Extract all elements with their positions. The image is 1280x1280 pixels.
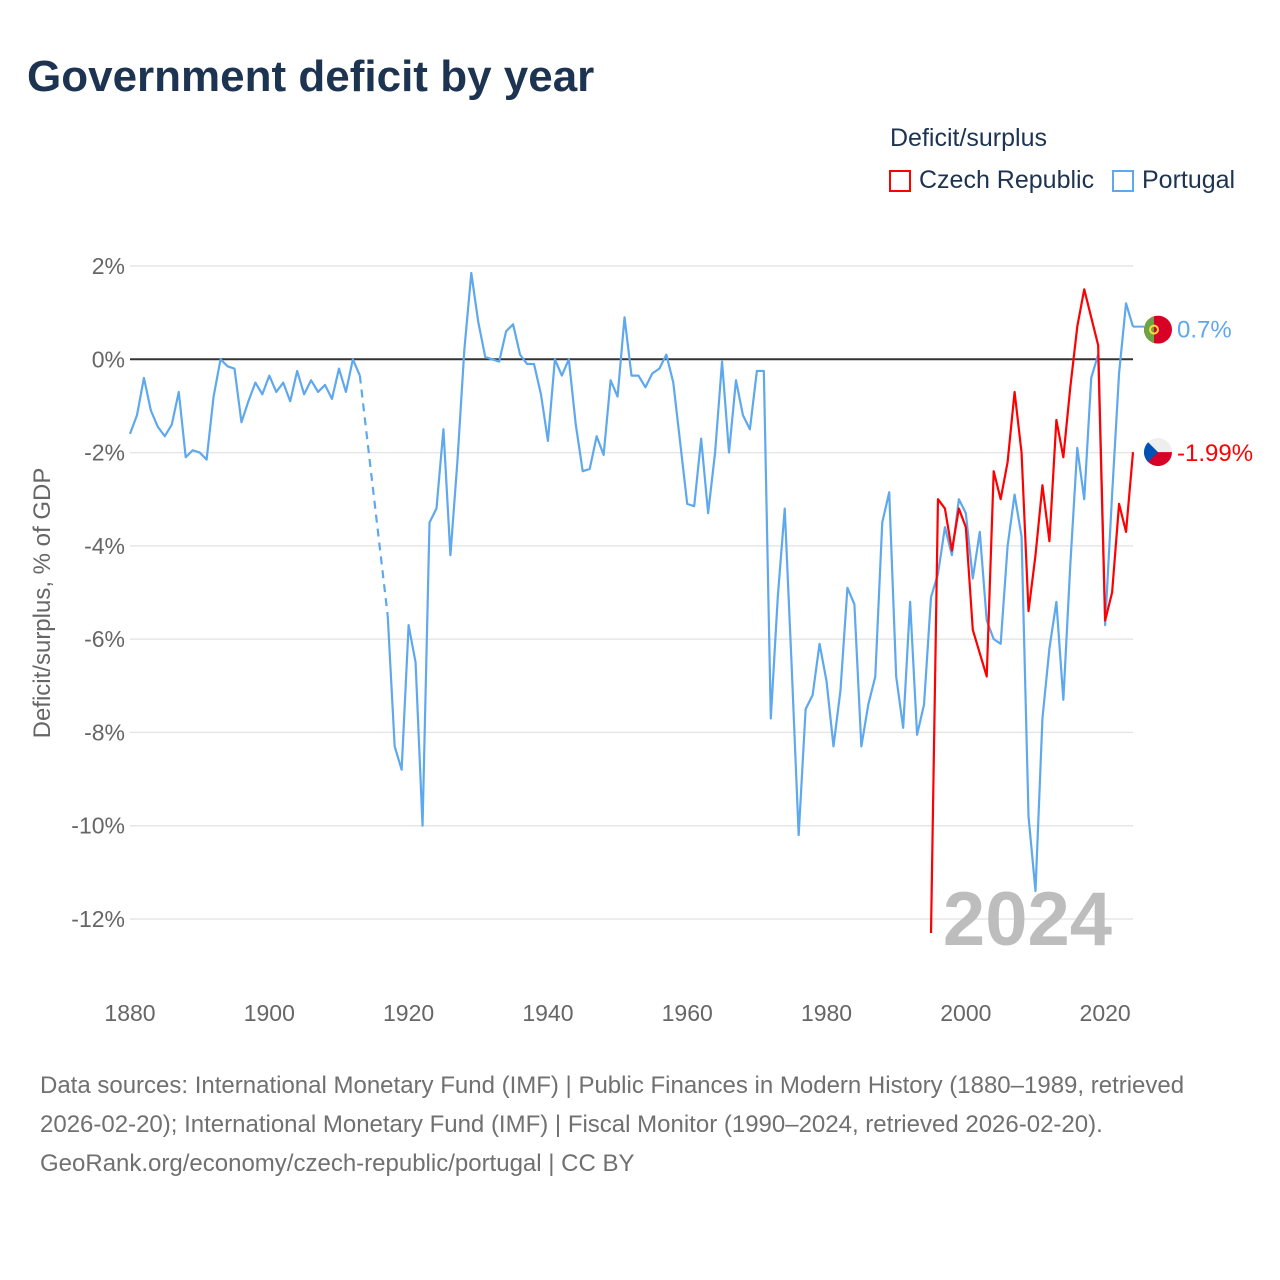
y-tick-label: -4% [84,533,125,559]
y-tick-label: 2% [92,253,125,279]
legend-swatch-portugal [1112,169,1134,192]
y-tick-label: -8% [84,719,125,745]
czech-flag-icon [1144,438,1172,467]
credit-link[interactable]: GeoRank.org/economy/czech-republic/portu… [40,1150,635,1177]
x-tick-label: 2020 [1080,1000,1131,1026]
x-tick-label: 1940 [522,1000,573,1026]
portugal-end-label: 0.7% [1177,317,1232,344]
x-tick-label: 1980 [801,1000,852,1026]
y-tick-label: -10% [71,813,125,839]
legend-title: Deficit/surplus [890,124,1047,152]
data-sources: Data sources: International Monetary Fun… [40,1072,1185,1138]
czech-end-label: -1.99% [1177,440,1253,467]
series-line-portugal [386,271,1135,893]
legend-swatch-czech [889,169,911,192]
y-tick-label: -6% [84,626,125,652]
legend-label: Czech Republic [919,166,1095,194]
y-tick-label: -12% [71,906,125,932]
legend-label: Portugal [1142,166,1236,194]
legend-item-czech-republic[interactable]: Czech Republic [889,166,1094,195]
x-tick-label: 1880 [104,1000,155,1026]
chart-title: Government deficit by year [27,52,595,101]
portugal-flag-icon [1144,315,1172,344]
x-tick-label: 1900 [244,1000,295,1026]
series-line-portugal [128,358,361,461]
y-tick-label: 0% [92,346,125,372]
year-marker: 2024 [943,877,1112,962]
legend-item-portugal[interactable]: Portugal [1112,166,1235,195]
y-axis-label: Deficit/surplus, % of GDP [29,468,56,739]
x-tick-label: 1920 [383,1000,434,1026]
series-line-czech-republic [929,288,1135,934]
y-tick-label: -2% [84,440,125,466]
x-tick-label: 1960 [662,1000,713,1026]
footer: Data sources: International Monetary Fun… [40,1066,1250,1183]
x-tick-label: 2000 [940,1000,991,1026]
gap-dashed-line [358,375,389,616]
